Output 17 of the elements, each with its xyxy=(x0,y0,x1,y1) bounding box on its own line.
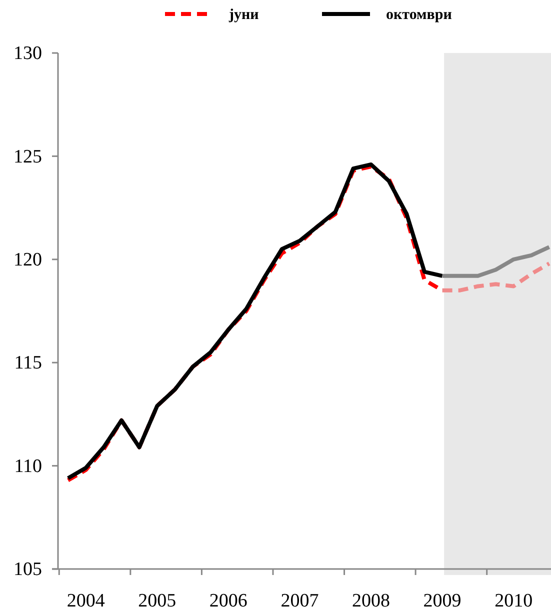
y-tick-label: 115 xyxy=(14,352,42,374)
y-tick-label: 130 xyxy=(14,43,42,64)
y-tick-label: 105 xyxy=(14,559,42,580)
legend-label: октомври xyxy=(386,7,452,23)
x-tick-label: 2008 xyxy=(352,590,390,610)
x-tick-label: 2004 xyxy=(66,590,106,610)
y-tick-label: 120 xyxy=(14,249,42,270)
y-tick-label: 125 xyxy=(14,146,42,168)
x-tick-label: 2007 xyxy=(280,590,319,610)
x-tick-label: 2005 xyxy=(138,590,176,610)
x-tick-label: 2010 xyxy=(494,590,533,610)
y-tick-label: 110 xyxy=(14,456,42,477)
legend-label: јуни xyxy=(228,7,260,23)
line-series xyxy=(440,245,551,278)
x-tick-label: 2009 xyxy=(423,590,462,610)
line-series xyxy=(440,262,551,292)
x-tick-label: 2006 xyxy=(209,590,248,610)
